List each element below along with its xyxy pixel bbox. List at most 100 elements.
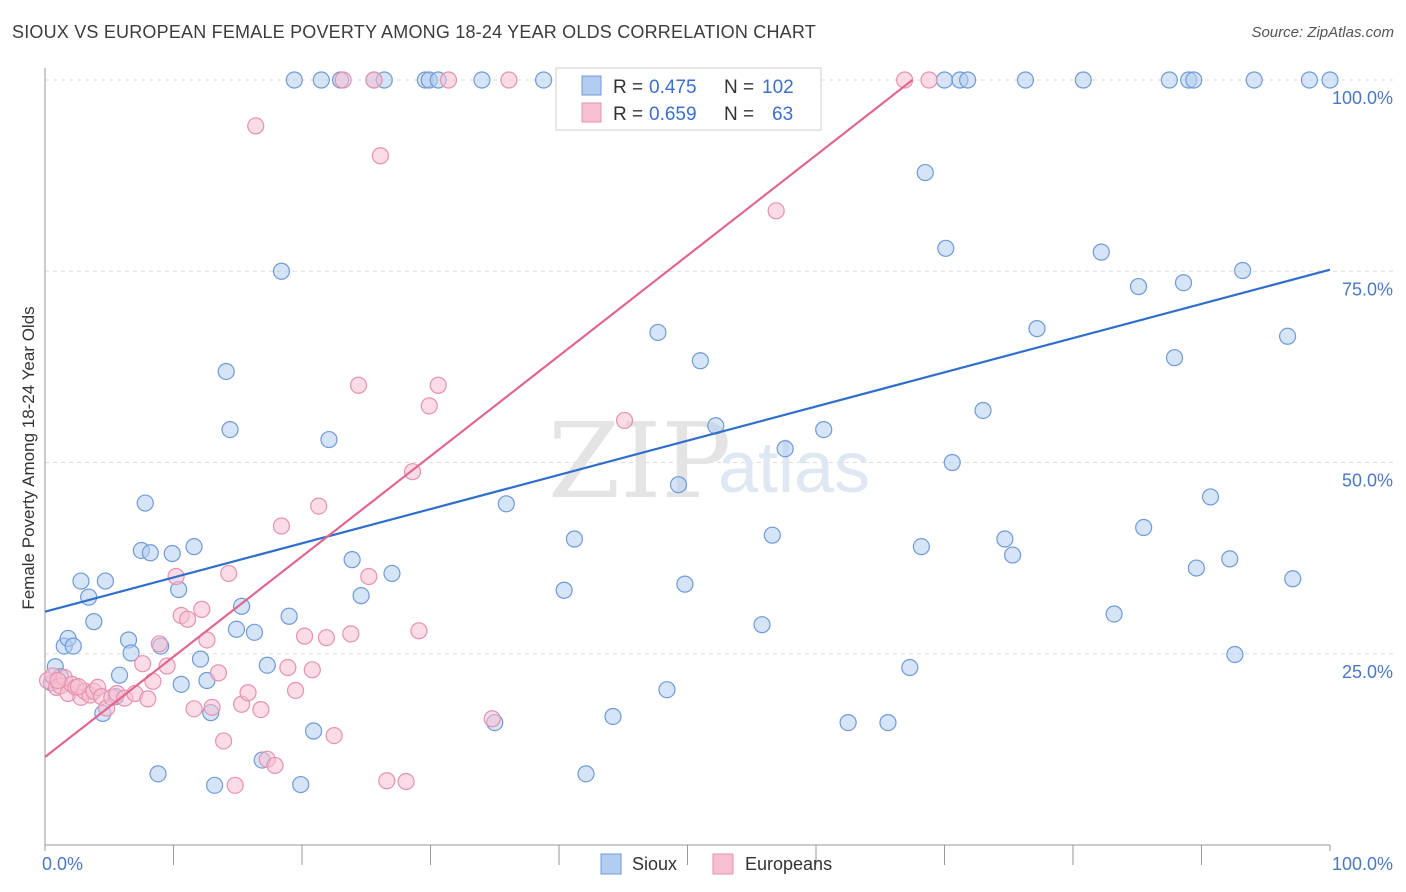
- legend-r-label-europeans: R =: [613, 104, 643, 125]
- europeans-point: [325, 727, 343, 745]
- bottom-legend-label-sioux: Sioux: [632, 854, 677, 874]
- sioux-point: [304, 722, 323, 740]
- europeans-point: [371, 147, 389, 165]
- sioux-point: [149, 765, 167, 783]
- europeans-point: [310, 497, 328, 515]
- sioux-point: [217, 362, 235, 381]
- sioux-point: [1245, 71, 1263, 89]
- series-europeans-points: [38, 71, 938, 794]
- grid-lines: [45, 79, 1393, 655]
- europeans-point: [193, 600, 211, 618]
- y-axis-title: Female Poverty Among 18-24 Year Olds: [19, 306, 38, 609]
- europeans-point: [239, 684, 257, 702]
- bottom-legend-swatch-europeans: [712, 853, 734, 875]
- axes: [44, 68, 1331, 865]
- sioux-point: [912, 538, 930, 556]
- sioux-point: [649, 323, 667, 342]
- sioux-point: [185, 538, 203, 556]
- legend-n-value-europeans: 63: [772, 104, 793, 125]
- legend-r-label-sioux: R =: [613, 77, 643, 98]
- sioux-point: [669, 476, 688, 494]
- europeans-point: [767, 202, 785, 220]
- sioux-point: [763, 526, 781, 544]
- europeans-point: [439, 71, 458, 89]
- europeans-point: [220, 564, 238, 583]
- europeans-point: [179, 610, 197, 628]
- y-tick-label: 75.0%: [1342, 279, 1393, 299]
- sioux-point: [320, 430, 338, 449]
- sioux-point: [352, 587, 370, 605]
- sioux-point: [839, 713, 857, 732]
- sioux-point: [1092, 243, 1110, 261]
- legend-swatch-europeans: [581, 102, 602, 123]
- sioux-point: [72, 572, 90, 590]
- legend-r-value-europeans: 0.659: [649, 104, 697, 125]
- sioux-point: [1284, 570, 1302, 588]
- europeans-point: [286, 681, 305, 700]
- europeans-point: [349, 376, 368, 394]
- sioux-point: [110, 666, 129, 684]
- sioux-point: [935, 71, 954, 89]
- sioux-point: [85, 613, 103, 631]
- sioux-point: [383, 564, 401, 583]
- sioux-point: [1226, 645, 1244, 664]
- sioux-point: [191, 650, 210, 668]
- europeans-point: [272, 517, 291, 535]
- sioux-point: [233, 597, 251, 615]
- europeans-point: [247, 117, 265, 135]
- europeans-point: [215, 732, 233, 750]
- sioux-point: [1300, 71, 1319, 89]
- europeans-point: [252, 700, 270, 719]
- sioux-point: [1321, 71, 1339, 89]
- y-tick-label: 100.0%: [1332, 88, 1393, 108]
- europeans-point: [500, 71, 518, 89]
- sioux-point: [901, 658, 919, 677]
- sioux-point: [96, 572, 114, 590]
- chart-source: Source: ZipAtlas.com: [1251, 24, 1394, 41]
- watermark-zip: ZIP: [548, 400, 731, 522]
- sioux-point: [1185, 71, 1203, 89]
- europeans-point: [209, 664, 228, 682]
- sioux-point: [943, 453, 961, 472]
- sioux-point: [292, 775, 310, 794]
- sioux-point: [577, 765, 595, 783]
- sioux-point: [1165, 349, 1184, 367]
- europeans-point: [266, 756, 284, 775]
- europeans-point: [139, 690, 157, 708]
- europeans-point: [397, 772, 415, 791]
- sioux-point: [1028, 320, 1046, 338]
- sioux-point: [555, 581, 573, 599]
- watermark-atlas: atlas: [718, 428, 870, 508]
- sioux-point: [221, 421, 239, 439]
- europeans-point: [378, 772, 396, 790]
- sioux-point: [497, 495, 515, 513]
- europeans-point: [295, 627, 314, 645]
- sioux-point: [272, 262, 291, 280]
- bottom-legend-swatch-sioux: [600, 853, 622, 875]
- legend-swatch-sioux: [581, 75, 602, 96]
- sioux-point: [691, 352, 709, 370]
- sioux-point: [141, 544, 159, 562]
- correlation-legend: R = 0.475 N = 102 R = 0.659 N = 63: [555, 67, 822, 131]
- sioux-point: [534, 71, 553, 89]
- europeans-point: [429, 376, 447, 394]
- europeans-point: [49, 671, 67, 690]
- sioux-point: [1278, 327, 1297, 345]
- sioux-point: [676, 575, 694, 593]
- chart-title: SIOUX VS EUROPEAN FEMALE POVERTY AMONG 1…: [12, 22, 816, 42]
- sioux-point: [1135, 518, 1153, 537]
- sioux-point: [473, 71, 491, 89]
- sioux-point: [1160, 71, 1178, 89]
- sioux-point: [1234, 261, 1252, 280]
- sioux-point: [312, 71, 330, 89]
- sioux-point: [1105, 605, 1123, 623]
- sioux-point: [80, 588, 98, 606]
- europeans-point: [420, 397, 438, 415]
- europeans-point: [279, 658, 297, 677]
- europeans-point: [150, 635, 168, 653]
- x-tick-label: 100.0%: [1332, 854, 1393, 874]
- sioux-point: [343, 551, 361, 569]
- sioux-point: [959, 71, 977, 89]
- sioux-point: [1201, 488, 1220, 506]
